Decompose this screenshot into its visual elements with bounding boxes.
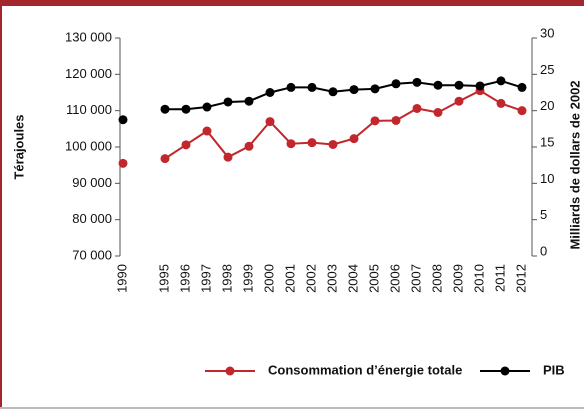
series-point — [307, 138, 317, 148]
series-point — [370, 84, 380, 94]
x-tick-label: 2010 — [471, 264, 486, 293]
x-tick-label: 2009 — [450, 264, 465, 293]
series-point — [412, 77, 422, 87]
x-tick-label: 1996 — [177, 264, 192, 293]
series-point — [223, 97, 233, 107]
series-point — [160, 104, 170, 114]
y-tick-label: 90 000 — [72, 175, 112, 190]
series-point — [202, 102, 212, 112]
x-tick-label: 2000 — [261, 264, 276, 293]
series-point — [391, 115, 401, 125]
x-tick-label: 2003 — [324, 264, 339, 293]
legend-label: Consommation d’énergie totale — [268, 362, 462, 377]
legend-label: PIB — [543, 362, 565, 377]
x-tick-label: 1995 — [156, 264, 171, 293]
series-point — [349, 134, 359, 144]
series-point — [454, 96, 464, 106]
series-point — [160, 154, 170, 164]
y2-tick-label: 20 — [540, 98, 554, 113]
y2-tick-label: 0 — [540, 243, 547, 258]
series-point — [496, 98, 506, 108]
series-point — [265, 88, 275, 97]
x-tick-label: 2008 — [429, 264, 444, 293]
series-point — [349, 85, 359, 95]
x-tick-label: 1999 — [240, 264, 255, 293]
series-point — [517, 82, 527, 92]
left-border — [0, 0, 2, 409]
y2-axis-title: Milliards de dollars de 2002 — [567, 80, 582, 249]
series-point — [181, 104, 191, 114]
bottom-border — [0, 407, 584, 409]
x-tick-label: 2001 — [282, 264, 297, 293]
x-tick-label: 1998 — [219, 264, 234, 293]
y2-tick-label: 30 — [540, 25, 554, 40]
series-point — [454, 80, 464, 90]
series-point — [223, 152, 233, 162]
series-point — [118, 115, 128, 125]
y2-tick-label: 25 — [540, 62, 554, 77]
x-tick-label: 1997 — [198, 264, 213, 293]
x-tick-label: 2006 — [387, 264, 402, 293]
series-point — [286, 139, 296, 149]
y2-tick-label: 15 — [540, 134, 554, 149]
y-tick-label: 100 000 — [65, 138, 112, 153]
series-point — [433, 107, 443, 117]
legend-marker — [500, 366, 510, 376]
series-point — [286, 82, 296, 92]
legend-marker — [225, 366, 235, 376]
x-tick-label: 2005 — [366, 264, 381, 293]
x-tick-label: 2002 — [303, 264, 318, 293]
series-point — [433, 80, 443, 90]
y2-tick-label: 10 — [540, 171, 554, 186]
series-point — [265, 117, 275, 127]
series-point — [244, 96, 254, 106]
series-point — [370, 116, 380, 126]
series-point — [412, 103, 422, 113]
y-axis-title: Térajoules — [11, 114, 26, 179]
top-border — [0, 0, 584, 6]
x-tick-label: 2012 — [513, 264, 528, 293]
y-tick-label: 80 000 — [72, 211, 112, 226]
series-point — [391, 79, 401, 89]
series-point — [475, 81, 485, 91]
y-tick-label: 70 000 — [72, 247, 112, 262]
series-point — [181, 140, 191, 150]
y-tick-label: 130 000 — [65, 29, 112, 44]
x-tick-label: 2007 — [408, 264, 423, 293]
series-point — [517, 106, 527, 116]
x-tick-label: 2004 — [345, 264, 360, 293]
series-point — [202, 126, 212, 136]
series-point — [244, 141, 254, 151]
y-tick-label: 120 000 — [65, 66, 112, 81]
y-tick-label: 110 000 — [66, 102, 112, 117]
series-point — [328, 87, 338, 97]
series-point — [307, 82, 317, 92]
series-point — [328, 139, 338, 149]
x-tick-label: 1990 — [114, 264, 129, 293]
series-point — [496, 76, 506, 86]
series-point — [118, 158, 128, 168]
y2-tick-label: 5 — [540, 207, 547, 222]
x-tick-label: 2011 — [492, 264, 507, 292]
